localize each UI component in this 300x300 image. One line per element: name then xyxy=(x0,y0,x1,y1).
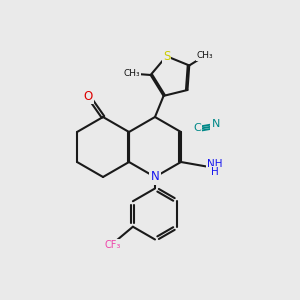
Text: N: N xyxy=(212,119,220,129)
Text: O: O xyxy=(84,90,93,103)
Text: NH: NH xyxy=(207,159,223,169)
Text: CH₃: CH₃ xyxy=(124,69,140,78)
Text: CF₃: CF₃ xyxy=(105,240,121,250)
Text: CH₃: CH₃ xyxy=(196,51,213,60)
Text: S: S xyxy=(163,50,170,63)
Text: C: C xyxy=(194,123,201,133)
Text: H: H xyxy=(211,167,219,177)
Text: N: N xyxy=(151,170,159,184)
